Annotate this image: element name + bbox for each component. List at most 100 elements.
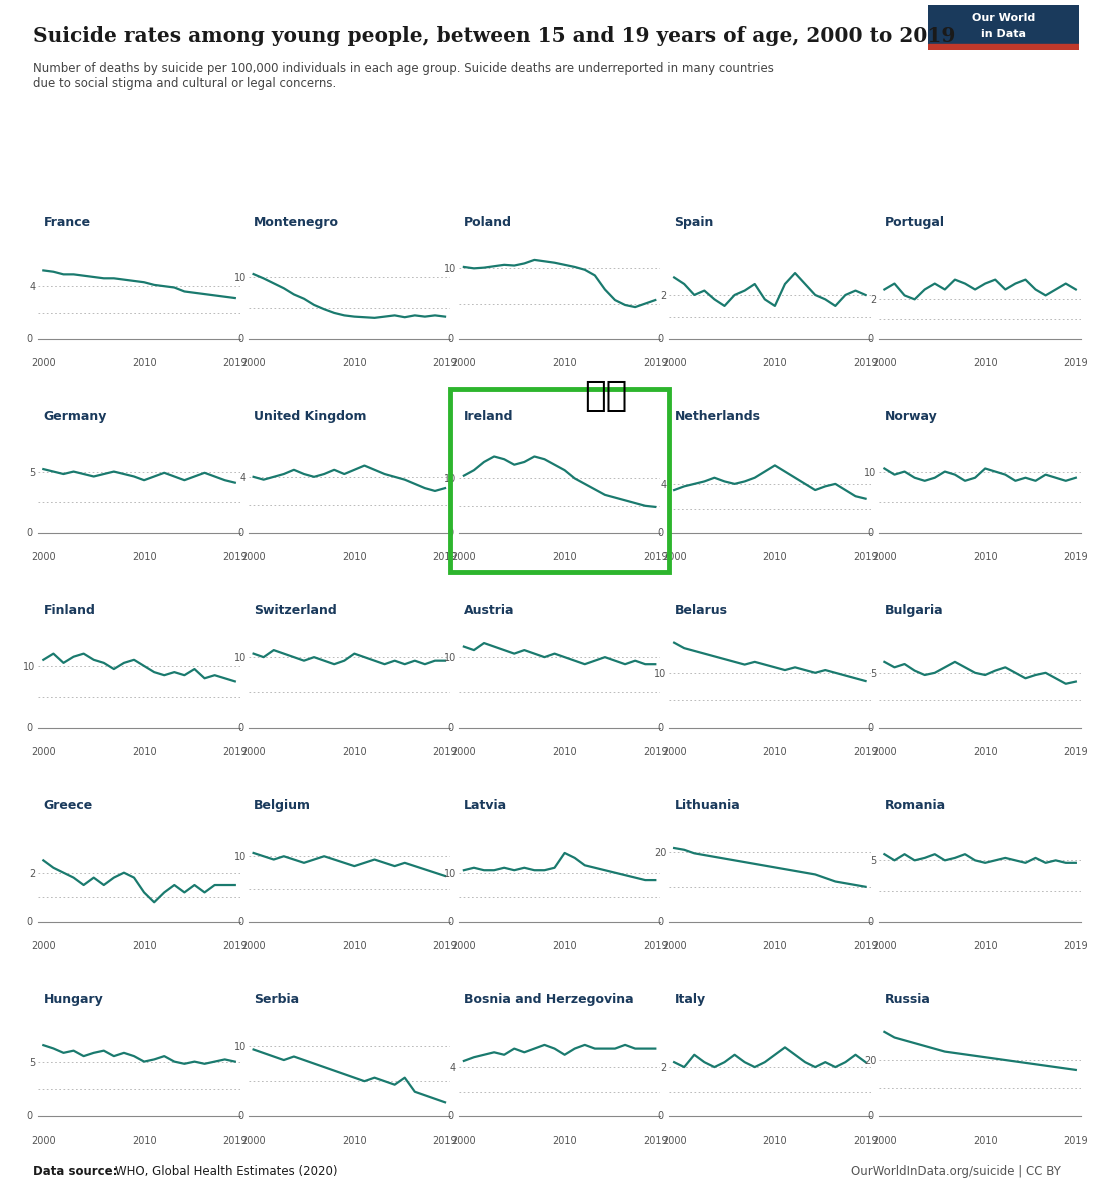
Text: 2019: 2019 (433, 1135, 457, 1146)
Text: 0: 0 (26, 917, 33, 928)
Text: Switzerland: Switzerland (254, 605, 337, 617)
Text: 2010: 2010 (973, 552, 998, 563)
Text: 2010: 2010 (131, 1135, 156, 1146)
Text: 0: 0 (26, 1111, 33, 1122)
Text: 2019: 2019 (1063, 941, 1089, 952)
Text: 2019: 2019 (222, 552, 247, 563)
Text: 2019: 2019 (643, 552, 667, 563)
Text: 2000: 2000 (872, 552, 897, 563)
Text: 2010: 2010 (131, 941, 156, 952)
Text: 0: 0 (657, 1111, 664, 1122)
Text: 0: 0 (657, 334, 664, 344)
Text: 2010: 2010 (552, 358, 577, 368)
Text: Belarus: Belarus (675, 605, 728, 617)
Text: 2000: 2000 (452, 941, 476, 952)
Text: 2010: 2010 (131, 746, 156, 757)
Text: 2010: 2010 (763, 1135, 788, 1146)
Text: Bulgaria: Bulgaria (885, 605, 943, 617)
Text: 2000: 2000 (31, 746, 56, 757)
Text: 2010: 2010 (973, 941, 998, 952)
Text: 2019: 2019 (643, 358, 667, 368)
Text: 2000: 2000 (242, 746, 266, 757)
Text: Finland: Finland (44, 605, 95, 617)
Text: 2000: 2000 (452, 552, 476, 563)
Text: 2010: 2010 (763, 746, 788, 757)
Text: Austria: Austria (464, 605, 515, 617)
Text: 2010: 2010 (342, 1135, 366, 1146)
Text: 0: 0 (868, 722, 874, 733)
Text: 2019: 2019 (222, 1135, 247, 1146)
Text: 2010: 2010 (552, 1135, 577, 1146)
Text: 0: 0 (237, 334, 243, 344)
Text: 2010: 2010 (552, 552, 577, 563)
Text: Netherlands: Netherlands (675, 410, 760, 422)
Text: 0: 0 (447, 722, 453, 733)
Text: 0: 0 (26, 722, 33, 733)
Text: 2000: 2000 (662, 552, 686, 563)
Text: 2000: 2000 (452, 358, 476, 368)
Text: Suicide rates among young people, between 15 and 19 years of age, 2000 to 2019: Suicide rates among young people, betwee… (33, 26, 955, 47)
Text: 2010: 2010 (342, 552, 366, 563)
Text: Latvia: Latvia (464, 799, 508, 811)
Text: 2019: 2019 (853, 941, 877, 952)
Text: 0: 0 (868, 528, 874, 539)
Text: 2010: 2010 (131, 358, 156, 368)
Text: 2019: 2019 (853, 358, 877, 368)
Text: 2010: 2010 (973, 1135, 998, 1146)
Text: 2019: 2019 (433, 552, 457, 563)
Text: Italy: Italy (675, 994, 706, 1006)
Text: 2010: 2010 (552, 941, 577, 952)
Text: 2010: 2010 (763, 358, 788, 368)
Text: 2019: 2019 (222, 941, 247, 952)
Text: 🇮🇪: 🇮🇪 (584, 379, 627, 413)
Text: 0: 0 (657, 528, 664, 539)
Text: 2010: 2010 (973, 358, 998, 368)
Text: 2000: 2000 (662, 358, 686, 368)
Text: 0: 0 (868, 334, 874, 344)
Text: 2000: 2000 (31, 358, 56, 368)
Bar (928, 43, 1079, 50)
Text: 2010: 2010 (552, 746, 577, 757)
Text: 2000: 2000 (662, 746, 686, 757)
Text: Greece: Greece (44, 799, 93, 811)
Text: 2000: 2000 (31, 552, 56, 563)
Text: 0: 0 (237, 722, 243, 733)
Text: Serbia: Serbia (254, 994, 299, 1006)
Text: 0: 0 (447, 334, 453, 344)
Text: 2019: 2019 (1063, 1135, 1089, 1146)
Text: 2019: 2019 (1063, 358, 1089, 368)
Text: 2010: 2010 (973, 746, 998, 757)
Text: 2010: 2010 (342, 746, 366, 757)
Text: WHO, Global Health Estimates (2020): WHO, Global Health Estimates (2020) (115, 1165, 337, 1178)
Text: 2010: 2010 (763, 552, 788, 563)
Text: 2000: 2000 (662, 941, 686, 952)
Text: Hungary: Hungary (44, 994, 104, 1006)
Text: Belgium: Belgium (254, 799, 311, 811)
Text: 2000: 2000 (872, 746, 897, 757)
Text: 0: 0 (868, 917, 874, 928)
Text: 2000: 2000 (242, 552, 266, 563)
Text: Lithuania: Lithuania (675, 799, 741, 811)
Text: 2019: 2019 (853, 746, 877, 757)
Text: 2000: 2000 (452, 1135, 476, 1146)
Text: 0: 0 (237, 528, 243, 539)
Text: Our World: Our World (971, 12, 1035, 23)
Text: 2019: 2019 (643, 1135, 667, 1146)
Text: France: France (44, 216, 91, 228)
Text: 2010: 2010 (342, 358, 366, 368)
Text: Data source:: Data source: (33, 1165, 121, 1178)
Text: Number of deaths by suicide per 100,000 individuals in each age group. Suicide d: Number of deaths by suicide per 100,000 … (33, 62, 773, 90)
Text: 0: 0 (447, 528, 453, 539)
Text: Bosnia and Herzegovina: Bosnia and Herzegovina (464, 994, 633, 1006)
Text: 2000: 2000 (872, 941, 897, 952)
Text: 2019: 2019 (643, 941, 667, 952)
Text: in Data: in Data (980, 30, 1026, 40)
Text: 0: 0 (868, 1111, 874, 1122)
Text: 2010: 2010 (763, 941, 788, 952)
Text: 2019: 2019 (433, 746, 457, 757)
Text: Portugal: Portugal (885, 216, 945, 228)
Text: 2000: 2000 (31, 941, 56, 952)
Text: 0: 0 (447, 917, 453, 928)
Text: 2000: 2000 (872, 1135, 897, 1146)
Text: Montenegro: Montenegro (254, 216, 339, 228)
